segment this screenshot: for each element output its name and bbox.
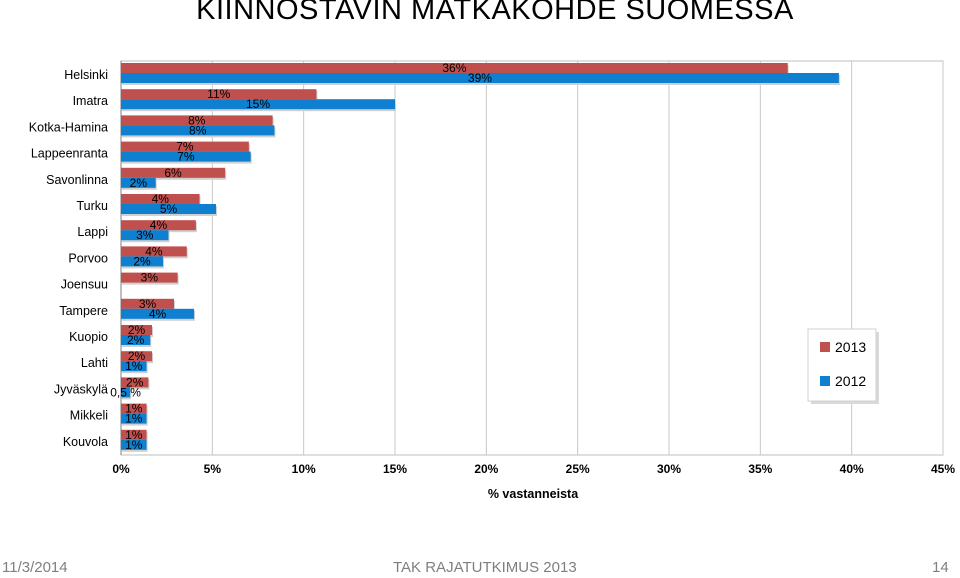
category-label: Lahti — [81, 356, 108, 370]
category-label: Imatra — [73, 94, 108, 108]
bar-2012 — [121, 151, 251, 162]
data-label: 3% — [136, 228, 154, 242]
bar-2013 — [121, 377, 149, 388]
bar-2012 — [121, 204, 216, 214]
x-tick-label: 30% — [657, 462, 681, 476]
data-label: 39% — [468, 71, 492, 85]
data-label: 15% — [246, 97, 270, 111]
data-label: 2% — [128, 323, 146, 337]
x-tick-label: 0% — [112, 462, 130, 476]
legend-swatch — [820, 376, 830, 386]
data-label: 1% — [125, 438, 143, 452]
category-label: Savonlinna — [46, 173, 108, 187]
legend-box — [807, 328, 877, 402]
data-label: 2% — [133, 254, 151, 268]
x-tick-label: 15% — [383, 462, 407, 476]
data-label: 2% — [126, 375, 144, 389]
bar-2012 — [121, 177, 156, 188]
bar-2013 — [121, 167, 226, 178]
footer-title: TAK RAJATUTKIMUS 2013 — [393, 559, 577, 576]
data-label: 1% — [125, 402, 143, 416]
category-label: Lappeenranta — [31, 147, 108, 161]
x-tick-label: 35% — [748, 462, 772, 476]
data-label: 1% — [125, 428, 143, 442]
bar-2013 — [121, 89, 317, 100]
bar-2013 — [121, 246, 187, 257]
bar-2012 — [121, 73, 839, 83]
data-label: 5% — [160, 202, 178, 216]
bar-2013 — [121, 220, 196, 231]
data-label: 6% — [164, 166, 182, 180]
bar-2013 — [121, 115, 273, 126]
bar-2012 — [121, 335, 151, 345]
bar-2013 — [121, 272, 178, 283]
x-tick-label: 5% — [204, 462, 222, 476]
data-label: 4% — [149, 307, 167, 321]
category-label: Kuopio — [69, 330, 108, 344]
data-label: 3% — [139, 297, 157, 311]
bar-2012 — [121, 308, 195, 319]
bar-2013 — [121, 194, 200, 204]
category-label: Kotka-Hamina — [29, 120, 108, 134]
category-label: Helsinki — [64, 68, 108, 82]
data-label: 1% — [125, 359, 143, 373]
x-tick-label: 10% — [292, 462, 316, 476]
bar-2013 — [121, 429, 147, 440]
bar-2012 — [121, 230, 169, 241]
legend-label: 2012 — [835, 373, 866, 389]
x-tick-label: 25% — [566, 462, 590, 476]
data-label: 2% — [128, 349, 146, 363]
data-label: 2% — [127, 333, 145, 347]
legend: 2013 2012 — [807, 328, 879, 404]
data-label: 7% — [177, 150, 195, 164]
bar-2013 — [121, 403, 147, 414]
data-label: 36% — [442, 61, 466, 75]
category-label: Porvoo — [68, 251, 108, 265]
category-label: Mikkeli — [70, 409, 108, 423]
bar-2013 — [121, 325, 153, 335]
data-label: 0,5 % — [110, 385, 141, 399]
bar-2013 — [121, 298, 174, 309]
x-axis-title: % vastanneista — [488, 487, 579, 501]
data-label: 8% — [189, 123, 207, 137]
data-label: 4% — [145, 244, 163, 258]
category-label: Tampere — [59, 304, 108, 318]
data-label: 11% — [207, 87, 230, 101]
data-label: 4% — [152, 192, 170, 206]
bar-2012 — [121, 256, 164, 267]
bar-2012 — [121, 439, 147, 450]
bar-2012 — [121, 361, 147, 372]
slide-title: KIINNOSTAVIN MATKAKOHDE SUOMESSA — [196, 0, 794, 26]
data-label: 1% — [125, 412, 143, 426]
bar-2012 — [121, 413, 147, 424]
category-label: Lappi — [77, 225, 108, 239]
page-number: 14 — [932, 559, 949, 576]
category-label: Kouvola — [63, 435, 108, 449]
bar-2013 — [121, 351, 153, 362]
category-label: Jyväskylä — [54, 382, 108, 396]
bar-2012 — [121, 125, 275, 136]
x-tick-label: 40% — [840, 462, 864, 476]
footer-date: 11/3/2014 — [2, 559, 68, 576]
x-tick-label: 45% — [931, 462, 955, 476]
data-label: 7% — [176, 140, 194, 154]
x-tick-label: 20% — [474, 462, 498, 476]
bar-2013 — [121, 141, 249, 152]
bar-2012 — [121, 387, 131, 398]
legend-label: 2013 — [835, 339, 866, 355]
bar-2013 — [121, 63, 788, 73]
data-label: 4% — [150, 218, 168, 232]
data-label: 2% — [130, 176, 148, 190]
legend-swatch — [820, 342, 830, 352]
category-label: Joensuu — [61, 278, 108, 292]
category-label: Turku — [77, 199, 109, 213]
data-label: 8% — [188, 113, 206, 127]
bar-2012 — [121, 99, 395, 110]
data-label: 3% — [141, 271, 159, 285]
